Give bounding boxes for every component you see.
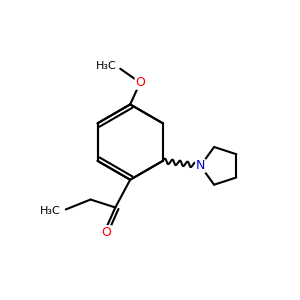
Text: N: N (196, 159, 205, 172)
Text: O: O (135, 76, 145, 89)
Text: O: O (101, 226, 111, 239)
Text: H₃C: H₃C (96, 61, 117, 71)
Text: H₃C: H₃C (40, 206, 60, 216)
